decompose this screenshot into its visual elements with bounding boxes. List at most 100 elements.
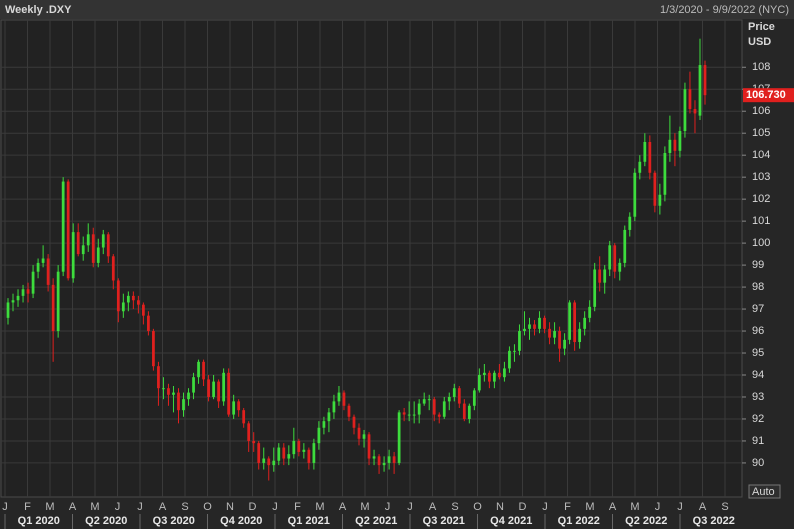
y-tick-label: 92 xyxy=(752,413,764,425)
date-range: 1/3/2020 - 9/9/2022 (NYC) xyxy=(660,4,789,16)
candle-body xyxy=(422,399,426,404)
candle-body xyxy=(86,234,90,246)
y-tick-label: 94 xyxy=(752,369,764,381)
candle-body xyxy=(488,372,491,382)
y-tick-label: 93 xyxy=(752,391,764,403)
candle-body xyxy=(101,234,105,248)
y-tick-label: 104 xyxy=(752,149,770,161)
candle-body xyxy=(653,172,657,206)
candle-body xyxy=(121,302,125,312)
candle-body xyxy=(187,392,190,400)
candle-body xyxy=(553,331,556,338)
month-label: M xyxy=(630,501,639,513)
candle-body xyxy=(81,245,85,255)
month-label: M xyxy=(45,501,54,513)
candle-body xyxy=(693,109,697,114)
candle-body xyxy=(167,388,170,395)
candle-body xyxy=(162,388,165,390)
month-label: O xyxy=(203,501,212,513)
candle-body xyxy=(498,372,501,378)
candle-body xyxy=(673,139,677,151)
y-tick-label: 90 xyxy=(752,457,764,469)
month-label: A xyxy=(69,501,77,513)
candle-body xyxy=(41,258,45,263)
candle-body xyxy=(252,440,256,444)
quarter-label: Q1 2021 xyxy=(288,515,330,527)
candle-body xyxy=(192,377,195,393)
candle-body xyxy=(407,414,411,416)
candle-body xyxy=(598,269,602,283)
candle-body xyxy=(6,302,10,318)
candle-body xyxy=(493,372,496,382)
month-label: A xyxy=(699,501,707,513)
auto-button-label[interactable]: Auto xyxy=(752,486,775,498)
candle-body xyxy=(147,315,150,332)
candle-body xyxy=(207,379,210,397)
candle-body xyxy=(703,65,707,96)
candle-body xyxy=(282,447,286,459)
candle-body xyxy=(462,403,466,419)
auto-button[interactable] xyxy=(748,484,781,499)
month-label: A xyxy=(429,501,437,513)
y-tick-label: 97 xyxy=(752,303,764,315)
quarter-label: Q3 2022 xyxy=(693,515,735,527)
candle-body xyxy=(352,416,356,428)
quarter-label: Q1 2022 xyxy=(558,515,600,527)
y-tick-label: 106 xyxy=(752,105,770,117)
candle-body xyxy=(668,139,672,153)
candle-body xyxy=(307,449,311,463)
candle-body xyxy=(11,300,15,303)
candle-body xyxy=(136,300,140,305)
month-label: A xyxy=(159,501,167,513)
candle-body xyxy=(327,412,331,422)
candle-body xyxy=(417,403,421,415)
candle-body xyxy=(558,331,561,349)
quarter-label: Q1 2020 xyxy=(18,515,60,527)
month-label: A xyxy=(339,501,347,513)
month-label: J xyxy=(137,501,143,513)
candle-body xyxy=(287,454,291,459)
month-label: J xyxy=(677,501,683,513)
quarter-label: Q4 2020 xyxy=(220,515,262,527)
candle-body xyxy=(76,232,80,255)
candle-body xyxy=(312,443,316,463)
y-tick-label: 102 xyxy=(752,193,770,205)
candle-body xyxy=(482,372,486,376)
candle-body xyxy=(452,388,456,397)
chart-title: Weekly .DXY xyxy=(5,4,72,16)
candle-body xyxy=(618,262,622,272)
candle-body xyxy=(332,401,336,413)
month-label: F xyxy=(294,501,301,513)
quarter-label: Q2 2020 xyxy=(85,515,127,527)
candle-body xyxy=(16,295,20,301)
candle-body xyxy=(643,141,647,162)
y-tick-label: 99 xyxy=(752,259,764,271)
month-label: S xyxy=(181,501,188,513)
month-label: S xyxy=(451,501,458,513)
candle-body xyxy=(247,423,251,441)
candle-body xyxy=(447,396,451,402)
candle-body xyxy=(563,339,566,349)
header-bar xyxy=(0,0,794,19)
quarter-label: Q2 2022 xyxy=(625,515,667,527)
last-price-box xyxy=(743,88,794,103)
candle-body xyxy=(126,295,130,303)
candle-body xyxy=(432,399,436,415)
month-label: S xyxy=(721,501,728,513)
candle-body xyxy=(362,434,366,439)
candle-body xyxy=(608,245,612,270)
candle-body xyxy=(613,245,617,272)
candle-body xyxy=(272,460,276,466)
candle-body xyxy=(477,375,481,391)
month-label: F xyxy=(24,501,31,513)
candle-body xyxy=(568,302,571,340)
candle-body xyxy=(698,65,702,116)
candle-body xyxy=(242,410,246,424)
candle-body xyxy=(518,331,521,351)
y-tick-label: 91 xyxy=(752,435,764,447)
month-label: J xyxy=(115,501,121,513)
candle-body xyxy=(638,161,642,173)
y-tick-label: 96 xyxy=(752,325,764,337)
